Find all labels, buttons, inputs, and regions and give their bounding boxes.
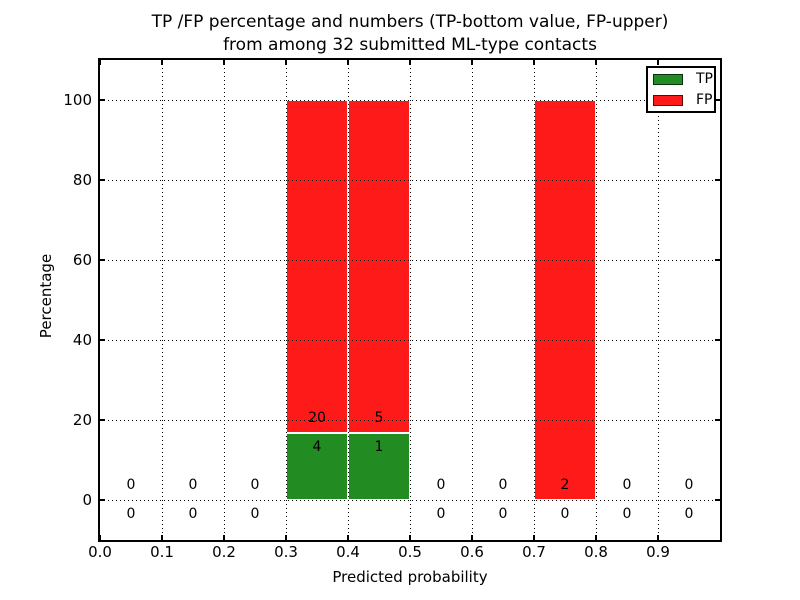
x-tick-mark-top <box>471 60 473 65</box>
x-tick-label: 0.2 <box>212 543 236 561</box>
y-tick-label: 80 <box>72 171 92 189</box>
fp-count-label: 0 <box>126 477 136 493</box>
y-tick-mark <box>100 419 105 421</box>
fp-count-label: 20 <box>308 410 326 427</box>
x-tick-label: 0.6 <box>460 543 484 561</box>
y-tick-label: 0 <box>82 491 92 509</box>
gridline-vertical <box>534 60 535 540</box>
legend-label-tp: TP <box>696 70 713 87</box>
tp-count-label: 4 <box>312 439 322 456</box>
gridline-vertical <box>472 60 473 540</box>
y-tick-mark <box>100 499 105 501</box>
x-tick-mark-top <box>99 60 101 65</box>
fp-count-label: 0 <box>250 477 260 493</box>
legend-entry-tp: TP <box>653 70 714 87</box>
y-tick-label: 60 <box>72 251 92 269</box>
y-tick-mark <box>100 339 105 341</box>
tp-count-label: 0 <box>560 506 570 522</box>
gridline-vertical <box>658 60 659 540</box>
x-tick-mark <box>347 535 349 540</box>
x-tick-mark <box>161 535 163 540</box>
y-tick-mark <box>100 99 105 101</box>
x-tick-label: 0.7 <box>522 543 546 561</box>
x-tick-label: 0.9 <box>646 543 670 561</box>
x-tick-mark <box>657 535 659 540</box>
legend-label-fp: FP <box>696 91 713 108</box>
fp-count-label: 0 <box>622 477 632 493</box>
chart-title-line2: from among 32 submitted ML-type contacts <box>223 35 597 55</box>
x-tick-label: 0.1 <box>150 543 174 561</box>
x-tick-label: 0.3 <box>274 543 298 561</box>
fp-count-label: 0 <box>498 477 508 493</box>
x-tick-label: 0.8 <box>584 543 608 561</box>
fp-count-label: 0 <box>684 477 694 493</box>
x-tick-label: 0.5 <box>398 543 422 561</box>
x-tick-mark-top <box>285 60 287 65</box>
fp-count-label: 0 <box>188 477 198 493</box>
x-tick-mark <box>471 535 473 540</box>
x-tick-mark-top <box>347 60 349 65</box>
x-tick-mark-top <box>595 60 597 65</box>
x-tick-mark <box>409 535 411 540</box>
y-tick-mark <box>100 259 105 261</box>
gridline-vertical <box>162 60 163 540</box>
bar-segment-tp <box>286 433 348 500</box>
bar-segment-fp <box>348 100 410 434</box>
gridline-vertical <box>224 60 225 540</box>
y-tick-mark <box>100 179 105 181</box>
x-axis-label: Predicted probability <box>332 568 488 586</box>
tp-count-label: 1 <box>374 439 384 456</box>
tp-count-label: 0 <box>126 506 136 522</box>
x-tick-mark <box>595 535 597 540</box>
x-tick-mark-top <box>223 60 225 65</box>
legend-swatch-fp-icon <box>653 94 683 106</box>
tp-count-label: 0 <box>188 506 198 522</box>
gridline-vertical <box>596 60 597 540</box>
x-tick-mark-top <box>161 60 163 65</box>
x-tick-mark-top <box>533 60 535 65</box>
x-tick-mark <box>533 535 535 540</box>
chart-title: TP /FP percentage and numbers (TP-bottom… <box>90 11 730 57</box>
x-tick-mark <box>223 535 225 540</box>
bar-segment-fp <box>286 100 348 434</box>
tp-count-label: 0 <box>622 506 632 522</box>
tp-count-label: 0 <box>684 506 694 522</box>
legend: TP FP <box>646 66 716 113</box>
fp-count-label: 2 <box>560 477 570 493</box>
x-tick-mark <box>99 535 101 540</box>
legend-swatch-tp-icon <box>653 73 683 85</box>
x-tick-mark-top <box>409 60 411 65</box>
plot-area: 0 0 0 0 0 0 20 4 5 1 0 0 0 0 2 0 0 0 0 0 TP FP <box>98 58 722 542</box>
tp-count-label: 0 <box>436 506 446 522</box>
y-tick-label: 40 <box>72 331 92 349</box>
gridline-vertical <box>286 60 287 540</box>
gridline-vertical <box>410 60 411 540</box>
legend-entry-fp: FP <box>653 91 714 108</box>
y-tick-mark-right <box>715 99 720 101</box>
y-tick-mark-right <box>715 179 720 181</box>
y-tick-label: 20 <box>72 411 92 429</box>
chart-title-line1: TP /FP percentage and numbers (TP-bottom… <box>151 12 669 32</box>
bar-segment-fp <box>534 100 596 500</box>
x-tick-label: 0.4 <box>336 543 360 561</box>
y-tick-mark-right <box>715 419 720 421</box>
y-tick-mark-right <box>715 259 720 261</box>
gridline-vertical <box>348 60 349 540</box>
x-tick-mark-top <box>657 60 659 65</box>
tp-count-label: 0 <box>498 506 508 522</box>
tp-count-label: 0 <box>250 506 260 522</box>
y-tick-mark-right <box>715 499 720 501</box>
x-tick-mark <box>285 535 287 540</box>
y-tick-label: 100 <box>63 91 92 109</box>
fp-count-label: 5 <box>374 410 384 427</box>
y-tick-mark-right <box>715 339 720 341</box>
fp-count-label: 0 <box>436 477 446 493</box>
x-tick-label: 0.0 <box>88 543 112 561</box>
